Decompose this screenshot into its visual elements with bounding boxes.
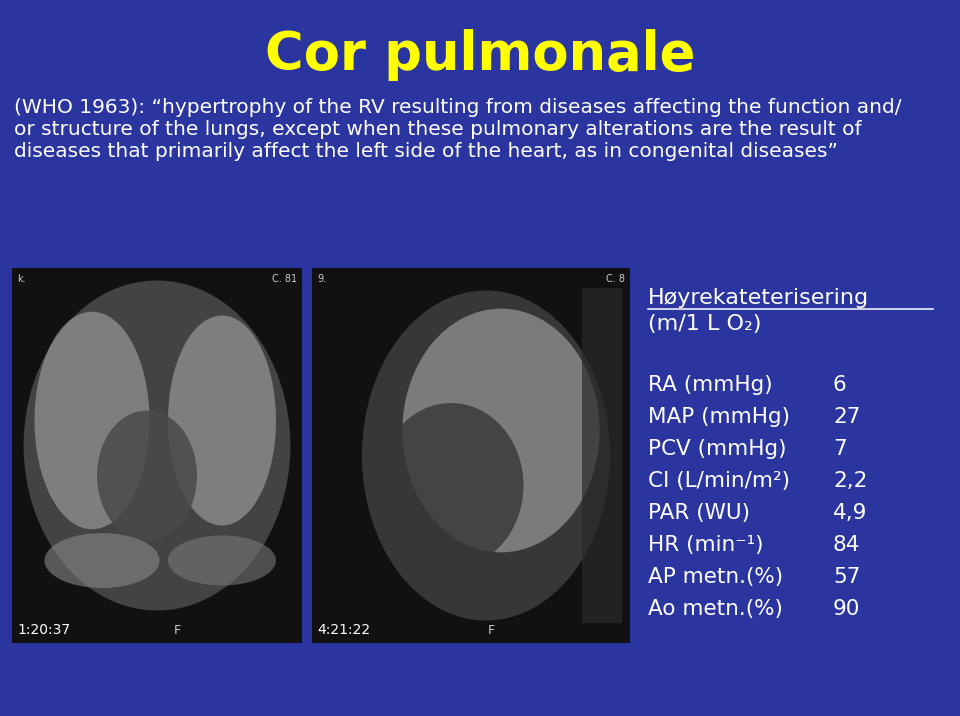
Text: C. 8: C. 8 <box>606 274 625 284</box>
Text: 6: 6 <box>833 375 847 395</box>
Text: F: F <box>174 624 180 637</box>
Text: Høyrekateterisering: Høyrekateterisering <box>648 288 869 308</box>
Ellipse shape <box>402 309 600 552</box>
Text: (m/1 L O₂): (m/1 L O₂) <box>648 314 761 334</box>
Text: 27: 27 <box>833 407 860 427</box>
Ellipse shape <box>44 533 159 588</box>
Ellipse shape <box>168 536 276 586</box>
Text: MAP (mmHg): MAP (mmHg) <box>648 407 790 427</box>
Ellipse shape <box>378 403 523 568</box>
Text: RA (mmHg): RA (mmHg) <box>648 375 773 395</box>
Bar <box>12 268 302 643</box>
Text: PCV (mmHg): PCV (mmHg) <box>648 439 786 459</box>
Text: C. 81: C. 81 <box>272 274 297 284</box>
Text: 4:21:22: 4:21:22 <box>317 623 371 637</box>
Bar <box>582 288 622 623</box>
Ellipse shape <box>24 281 290 611</box>
Ellipse shape <box>35 311 150 529</box>
Text: k.: k. <box>17 274 26 284</box>
Ellipse shape <box>362 291 610 621</box>
Text: F: F <box>488 624 494 637</box>
Text: 7: 7 <box>833 439 847 459</box>
Text: 4,9: 4,9 <box>833 503 868 523</box>
Text: Cor pulmonale: Cor pulmonale <box>265 29 695 81</box>
Text: HR (min⁻¹): HR (min⁻¹) <box>648 535 763 555</box>
Text: 9.: 9. <box>317 274 326 284</box>
Ellipse shape <box>97 410 197 541</box>
Text: diseases that primarily affect the left side of the heart, as in congenital dise: diseases that primarily affect the left … <box>14 142 838 161</box>
Text: 90: 90 <box>833 599 860 619</box>
Text: 1:20:37: 1:20:37 <box>17 623 70 637</box>
Text: or structure of the lungs, except when these pulmonary alterations are the resul: or structure of the lungs, except when t… <box>14 120 862 139</box>
Text: Ao metn.(%): Ao metn.(%) <box>648 599 782 619</box>
Ellipse shape <box>168 316 276 526</box>
Text: (WHO 1963): “hypertrophy of the RV resulting from diseases affecting the functio: (WHO 1963): “hypertrophy of the RV resul… <box>14 98 901 117</box>
Text: CI (L/min/m²): CI (L/min/m²) <box>648 471 790 491</box>
Text: 2,2: 2,2 <box>833 471 868 491</box>
Text: 57: 57 <box>833 567 860 587</box>
Text: PAR (WU): PAR (WU) <box>648 503 750 523</box>
Text: 84: 84 <box>833 535 860 555</box>
Bar <box>312 268 630 643</box>
Text: AP metn.(%): AP metn.(%) <box>648 567 783 587</box>
